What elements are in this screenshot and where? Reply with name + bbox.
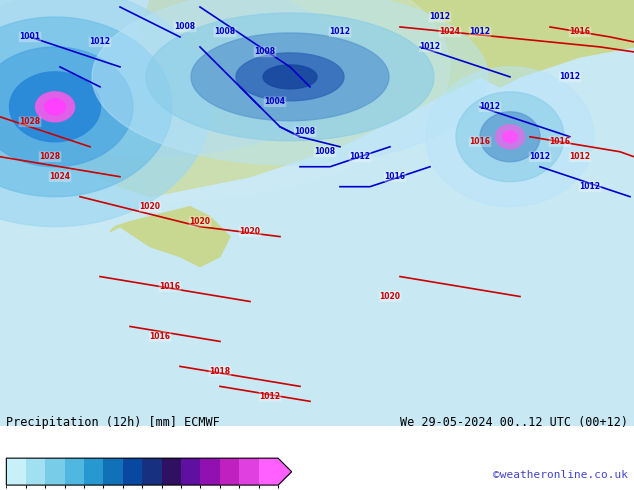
Text: 1024: 1024 — [49, 172, 70, 181]
Polygon shape — [503, 131, 517, 143]
Text: 1008: 1008 — [174, 23, 195, 31]
Text: 1020: 1020 — [190, 217, 210, 226]
Polygon shape — [496, 125, 524, 149]
Text: 1018: 1018 — [209, 367, 231, 376]
Text: 1016: 1016 — [160, 282, 181, 291]
Text: 1012: 1012 — [330, 27, 351, 36]
Text: ©weatheronline.co.uk: ©weatheronline.co.uk — [493, 470, 628, 480]
Text: 1012: 1012 — [259, 392, 280, 401]
Polygon shape — [0, 17, 172, 196]
Text: 1012: 1012 — [559, 73, 581, 81]
Text: 1016: 1016 — [470, 137, 491, 147]
Text: 1016: 1016 — [150, 332, 171, 341]
Text: 1024: 1024 — [439, 27, 460, 36]
Text: 1028: 1028 — [39, 152, 61, 161]
Text: 1012: 1012 — [470, 27, 491, 36]
Polygon shape — [10, 72, 101, 142]
Polygon shape — [426, 67, 594, 207]
Text: 1016: 1016 — [569, 27, 590, 36]
Polygon shape — [0, 0, 634, 196]
Text: 1020: 1020 — [240, 227, 261, 236]
Text: 1008: 1008 — [314, 147, 335, 156]
Text: 1012: 1012 — [429, 12, 451, 22]
Text: 1020: 1020 — [380, 292, 401, 301]
Text: 1028: 1028 — [20, 117, 41, 126]
Polygon shape — [110, 207, 230, 267]
Text: 1001: 1001 — [20, 32, 41, 42]
Text: 1004: 1004 — [264, 98, 285, 106]
Polygon shape — [0, 0, 450, 202]
Polygon shape — [146, 13, 434, 141]
Polygon shape — [92, 0, 488, 165]
Text: We 29-05-2024 00..12 UTC (00+12): We 29-05-2024 00..12 UTC (00+12) — [399, 416, 628, 429]
Polygon shape — [236, 53, 344, 101]
Text: 1016: 1016 — [550, 137, 571, 147]
Polygon shape — [191, 33, 389, 121]
Text: 1016: 1016 — [384, 172, 406, 181]
Text: 1012: 1012 — [420, 43, 441, 51]
Polygon shape — [44, 99, 65, 115]
Text: 1008: 1008 — [254, 48, 276, 56]
Text: 1012: 1012 — [89, 37, 110, 47]
Polygon shape — [0, 47, 133, 167]
Text: 1020: 1020 — [139, 202, 160, 211]
Text: 1008: 1008 — [214, 27, 236, 36]
Polygon shape — [456, 92, 564, 182]
Text: 1012: 1012 — [579, 182, 600, 191]
Polygon shape — [480, 112, 540, 162]
Text: 1008: 1008 — [294, 127, 316, 136]
Text: Precipitation (12h) [mm] ECMWF: Precipitation (12h) [mm] ECMWF — [6, 416, 220, 429]
Polygon shape — [0, 0, 350, 157]
Polygon shape — [36, 92, 75, 122]
Text: 1012: 1012 — [569, 152, 590, 161]
Polygon shape — [0, 0, 211, 226]
Text: 1012: 1012 — [349, 152, 370, 161]
Polygon shape — [263, 65, 317, 89]
Text: 1012: 1012 — [529, 152, 550, 161]
Text: 1012: 1012 — [479, 102, 500, 111]
PathPatch shape — [278, 458, 292, 485]
